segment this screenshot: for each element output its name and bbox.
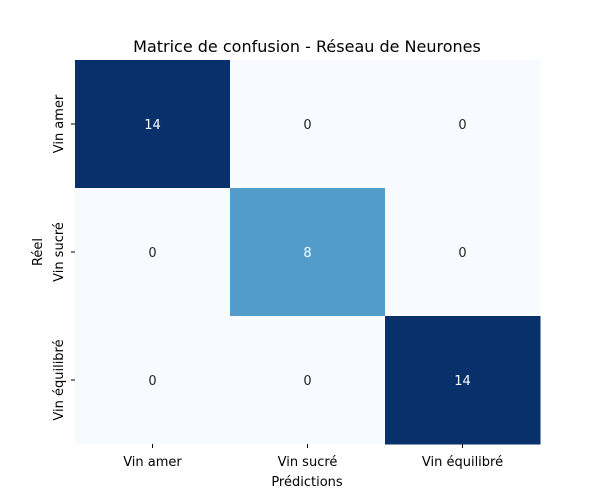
- cell-value-label: 0: [303, 374, 311, 389]
- cell-value-label: 0: [148, 246, 156, 261]
- y-tick-label: Vin sucré: [52, 222, 67, 282]
- x-axis-label: Prédictions: [271, 475, 343, 490]
- x-axis-ticks: Vin amer Vin sucré Vin équilibré: [123, 444, 503, 470]
- heatmap-cell: [75, 60, 231, 189]
- heatmap-cell: [75, 316, 231, 445]
- heatmap-cell: [75, 188, 231, 317]
- x-tick-label: Vin équilibré: [422, 455, 503, 470]
- y-axis-label: Réel: [31, 238, 46, 266]
- heatmap-cell: [385, 188, 541, 317]
- cell-value-label: 14: [144, 118, 161, 133]
- cell-value-label: 14: [454, 374, 471, 389]
- heatmap-cell: [385, 60, 541, 189]
- heatmap-cell: [230, 316, 386, 445]
- cell-value-label: 8: [303, 246, 311, 261]
- chart-title: Matrice de confusion - Réseau de Neurone…: [133, 37, 481, 56]
- x-tick-label: Vin sucré: [278, 455, 338, 470]
- heatmap-cell: [230, 60, 386, 189]
- heatmap-cell: [385, 316, 541, 445]
- x-tick-label: Vin amer: [123, 455, 182, 470]
- cell-value-label: 0: [458, 246, 466, 261]
- cell-value-label: 0: [458, 118, 466, 133]
- cell-value-label: 0: [303, 118, 311, 133]
- cell-value-label: 0: [148, 374, 156, 389]
- y-axis-ticks: Vin amer Vin sucré Vin équilibré: [52, 94, 75, 421]
- heatmap-cell: [230, 188, 386, 317]
- heatmap-cell-labels: 14 0 0 0 8 0 0 0 14: [144, 118, 471, 389]
- y-tick-label: Vin équilibré: [52, 339, 67, 420]
- heatmap-cells: [75, 60, 541, 445]
- y-tick-label: Vin amer: [52, 94, 67, 153]
